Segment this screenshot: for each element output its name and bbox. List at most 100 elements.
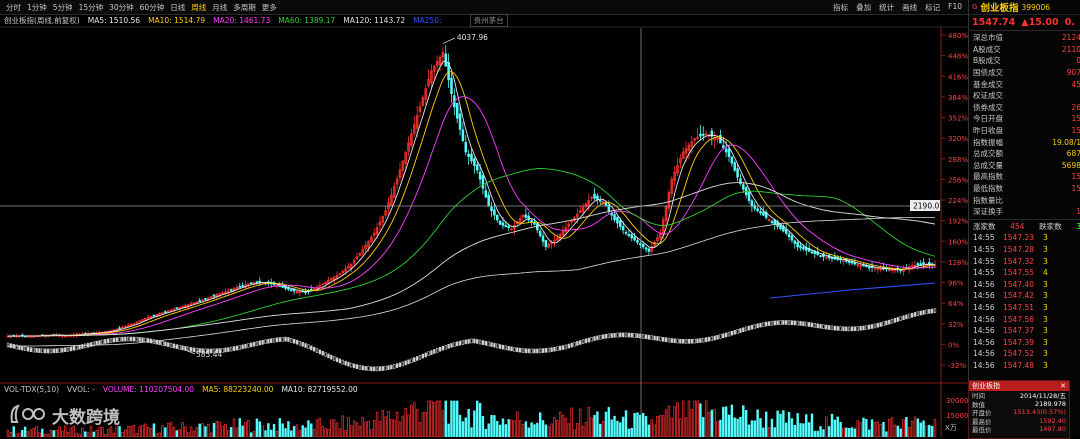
candle-body [850, 261, 854, 264]
overlay-bar [333, 356, 336, 361]
high-pointer [442, 37, 456, 44]
overlay-bar [739, 328, 742, 333]
volume-bar [561, 414, 565, 437]
volume-bar [104, 433, 107, 437]
volume-bar [212, 423, 216, 437]
tick-row: 14:56 1547.52 3 [969, 348, 1080, 360]
volume-bar [467, 409, 470, 437]
volume-bar [501, 418, 505, 437]
candle-body [204, 298, 207, 300]
candle-body [487, 194, 490, 207]
popup-label: 数值 [972, 400, 985, 409]
period-tab[interactable]: 月线 [212, 2, 228, 12]
stat-row: 总成交额 687 [969, 148, 1080, 160]
overlay-bar [147, 338, 150, 343]
volume-bar [679, 418, 682, 437]
candle-body [481, 175, 485, 189]
overlay-bar [86, 342, 90, 348]
volume-bar [473, 410, 476, 437]
tick-volume: 3 [1043, 291, 1048, 301]
tool-menu-item[interactable]: F10 [948, 1, 962, 11]
data-popup[interactable]: 创业板指 ✕ 时间 2014/11/28/五 数值 2189.978 开盘价 1513.4… [968, 380, 1070, 439]
volume-bar [687, 400, 691, 437]
overlay-bar [930, 308, 934, 314]
overlay-bar [893, 318, 897, 323]
volume-bar [573, 429, 576, 437]
volume-bar [733, 417, 736, 437]
volume-bar [576, 423, 579, 437]
overlay-bar [902, 315, 905, 321]
volume-bar [601, 421, 605, 437]
volume-bar [507, 419, 510, 437]
close-icon[interactable]: ✕ [1060, 382, 1066, 390]
ma60-label: MA60: 1389.17 [278, 16, 336, 25]
volume-bar [590, 417, 593, 437]
stat-value: 26 [1071, 102, 1080, 112]
overlay-bar [26, 346, 30, 352]
overlay-bar [753, 324, 756, 329]
volume-bar [524, 421, 528, 437]
volume-bar [739, 416, 742, 437]
overlay-bar [573, 341, 576, 347]
candle-body [693, 138, 696, 141]
tool-menu-item[interactable]: 统计 [879, 2, 895, 12]
vol-title[interactable]: VOL-TDX(5,10) [4, 385, 60, 394]
stat-row: 指数量比 [969, 194, 1080, 206]
volume-bar [344, 430, 347, 437]
ma20-line [7, 96, 936, 337]
ma250-line [7, 217, 935, 347]
volume-bar [338, 428, 342, 437]
overlay-bar [29, 347, 33, 352]
period-tab[interactable]: 15分钟 [78, 2, 104, 12]
candle-body [450, 77, 453, 94]
chart-canvas[interactable]: 480% 448% 416% 384% 352% 320% 288% 256% 224% 192%… [0, 0, 968, 437]
volume-bar [32, 428, 35, 437]
overlay-bar [35, 348, 38, 353]
period-tab[interactable]: 30分钟 [109, 2, 134, 12]
overlay-bar [244, 343, 247, 349]
overlay-tag[interactable]: 贵州茅台 [469, 14, 508, 27]
candle-body [810, 251, 814, 254]
tick-list[interactable]: 14:55 1547.23 3 14:55 1547.28 3 14:55 1547.32 3 1… [969, 232, 1080, 371]
tool-menu-item[interactable]: 指标 [833, 2, 849, 12]
tool-menu-item[interactable]: 标记 [925, 2, 941, 12]
volume-bar [481, 415, 485, 437]
candle-body [401, 160, 405, 171]
tool-menu-item[interactable]: 叠加 [856, 2, 872, 12]
overlay-bar [238, 345, 241, 350]
vvol-label: VVOL: - [67, 385, 95, 394]
ma20-label: MA20: 1461.73 [213, 16, 271, 25]
overlay-bar [579, 340, 582, 345]
volume-bar [270, 429, 273, 437]
volume-bar [95, 430, 98, 437]
candle-body [799, 245, 802, 249]
overlay-bar [567, 343, 570, 349]
period-tab[interactable]: 周线 [191, 2, 207, 12]
overlay-bar [885, 320, 888, 326]
tick-row: 14:56 1547.48 3 [969, 360, 1080, 372]
period-tab[interactable]: 1分钟 [27, 2, 47, 12]
overlay-bar [393, 364, 396, 369]
candle-body [627, 234, 631, 236]
period-tab[interactable]: 分时 [6, 2, 21, 12]
period-tab[interactable]: 多周期 [233, 2, 256, 12]
volume-bar [516, 411, 519, 437]
period-tab[interactable]: 60分钟 [139, 2, 165, 12]
overlay-bar [401, 361, 404, 367]
overlay-bar [430, 350, 433, 355]
popup-value: 1592.40 [1039, 416, 1066, 425]
volume-bar [845, 427, 848, 437]
period-tab[interactable]: 更多 [261, 2, 277, 12]
overlay-bar [58, 348, 61, 353]
candle-body [398, 169, 402, 178]
period-tab[interactable]: 5分钟 [52, 2, 73, 12]
overlay-bar [507, 346, 510, 351]
tool-menu-item[interactable]: 画线 [902, 2, 918, 12]
volume-bar [584, 422, 588, 437]
volume-bar [690, 409, 694, 437]
period-tab[interactable]: 日线 [170, 2, 186, 12]
overlay-bar [375, 366, 379, 372]
overlay-bar [169, 343, 173, 348]
overlay-bar [427, 351, 430, 357]
overlay-bar [52, 348, 55, 354]
